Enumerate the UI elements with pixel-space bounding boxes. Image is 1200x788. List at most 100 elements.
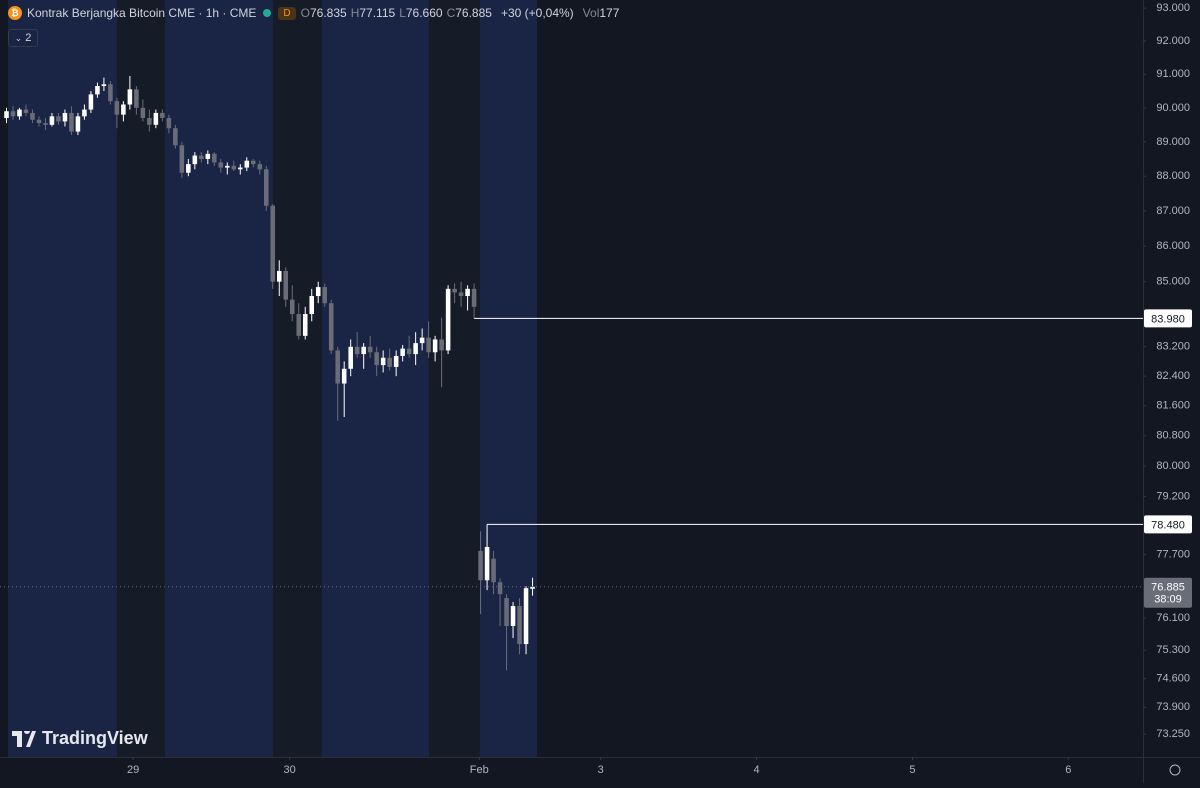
candle-body: [263, 169, 269, 206]
candle-body: [302, 314, 308, 336]
candle-body: [166, 118, 172, 129]
settings-icon[interactable]: [1169, 764, 1181, 776]
candle-body: [426, 337, 431, 353]
y-tick-label: 92.000: [1156, 35, 1190, 47]
candle-body: [439, 339, 444, 351]
candle-body: [30, 112, 35, 120]
candle-body: [374, 352, 379, 366]
ohlc-label: O: [300, 6, 310, 20]
session-band: [165, 0, 273, 757]
candle-body: [400, 348, 405, 356]
status-dot: [263, 9, 272, 17]
candle-body: [523, 588, 529, 645]
candle-body: [517, 606, 522, 645]
watermark-text: TradingView: [42, 728, 148, 748]
session-band: [273, 0, 322, 757]
y-tick-label: 85.000: [1156, 276, 1190, 288]
candle-body: [108, 84, 113, 102]
candle-body: [322, 287, 327, 304]
candle-body: [367, 346, 373, 353]
ohlc-value: 76.885: [455, 6, 492, 20]
candle-body: [380, 357, 386, 366]
y-tick-label: 90.000: [1156, 102, 1190, 114]
candle-body: [95, 85, 100, 95]
candle-body: [140, 107, 146, 119]
candle-body: [328, 303, 334, 351]
x-tick-label: Feb: [470, 764, 489, 776]
candle-body: [101, 84, 107, 86]
candle-body: [173, 128, 178, 146]
candle-body: [49, 116, 55, 125]
chevron: ⌄: [14, 32, 23, 43]
volume-label: Vol: [582, 6, 600, 20]
ohlc-values: O76.835 H77.115 L76.660 C76.885: [301, 6, 496, 20]
candle-body: [387, 357, 392, 367]
candle-body: [212, 153, 217, 163]
price-tag-label: 78.480: [1151, 519, 1185, 531]
candle-body: [192, 155, 198, 165]
ohlc-label: C: [446, 6, 456, 20]
y-tick-label: 80.000: [1156, 460, 1190, 472]
change-value: +30 (+0,04%): [500, 6, 574, 20]
candle-body: [458, 292, 464, 297]
candle-body: [419, 337, 425, 344]
y-tick-label: 79.200: [1156, 491, 1190, 503]
x-tick-label: 6: [1065, 764, 1071, 776]
x-tick-label: 4: [754, 764, 760, 776]
candle-body: [341, 368, 347, 384]
candle-body: [270, 205, 276, 282]
candle-body: [465, 288, 470, 297]
candle-body: [335, 350, 340, 384]
candle-body: [75, 116, 81, 132]
candle-body: [153, 112, 159, 125]
candle-body: [4, 111, 9, 119]
candle-body: [393, 355, 399, 367]
candle-body: [361, 346, 366, 355]
candle-body: [62, 112, 68, 122]
candle-body: [530, 586, 535, 589]
symbol-icon: ₿: [8, 6, 22, 20]
session-band: [429, 0, 480, 757]
candle-body: [218, 162, 224, 168]
candle-body: [244, 160, 250, 168]
candle-body: [484, 546, 490, 581]
watermark-logo: [12, 730, 36, 747]
y-tick-label: 73.900: [1156, 701, 1190, 713]
x-tick-label: 3: [598, 764, 604, 776]
candle-body: [257, 164, 263, 170]
candle-body: [406, 348, 412, 355]
countdown-label: 38:09: [1154, 594, 1182, 606]
candle-body: [497, 582, 503, 595]
session-band: [8, 0, 117, 757]
y-tick-label: 93.000: [1156, 2, 1190, 14]
session-band: [117, 0, 165, 757]
candle-body: [17, 109, 22, 117]
indicators-toggle[interactable]: ⌄ 2: [8, 29, 38, 47]
x-tick-label: 30: [284, 764, 296, 776]
price-tag-label: 83.980: [1151, 313, 1185, 325]
session-band: [480, 0, 537, 757]
indicators-count: 2: [25, 32, 32, 44]
ohlc-value: 76.835: [310, 6, 347, 20]
candle-body: [160, 112, 165, 119]
y-tick-label: 86.000: [1156, 240, 1190, 252]
symbol-title[interactable]: Kontrak Berjangka Bitcoin CME · 1h · CME: [27, 6, 257, 20]
candle-body: [289, 299, 295, 315]
candle-body: [276, 270, 282, 282]
candle-body: [69, 112, 74, 132]
candle-body: [309, 296, 315, 315]
candle-body: [238, 167, 243, 170]
candle-body: [478, 550, 483, 581]
candle-body: [231, 165, 237, 170]
y-tick-label: 76.100: [1156, 612, 1190, 624]
y-tick-label: 80.800: [1156, 430, 1190, 442]
candle-body: [296, 314, 302, 336]
volume-value: 177: [599, 6, 620, 20]
candle-body: [504, 598, 509, 627]
ohlc-label: H: [350, 6, 360, 20]
candle-body: [43, 123, 48, 125]
ohlc-label: L: [399, 6, 406, 20]
delay-badge[interactable]: D: [278, 6, 296, 20]
